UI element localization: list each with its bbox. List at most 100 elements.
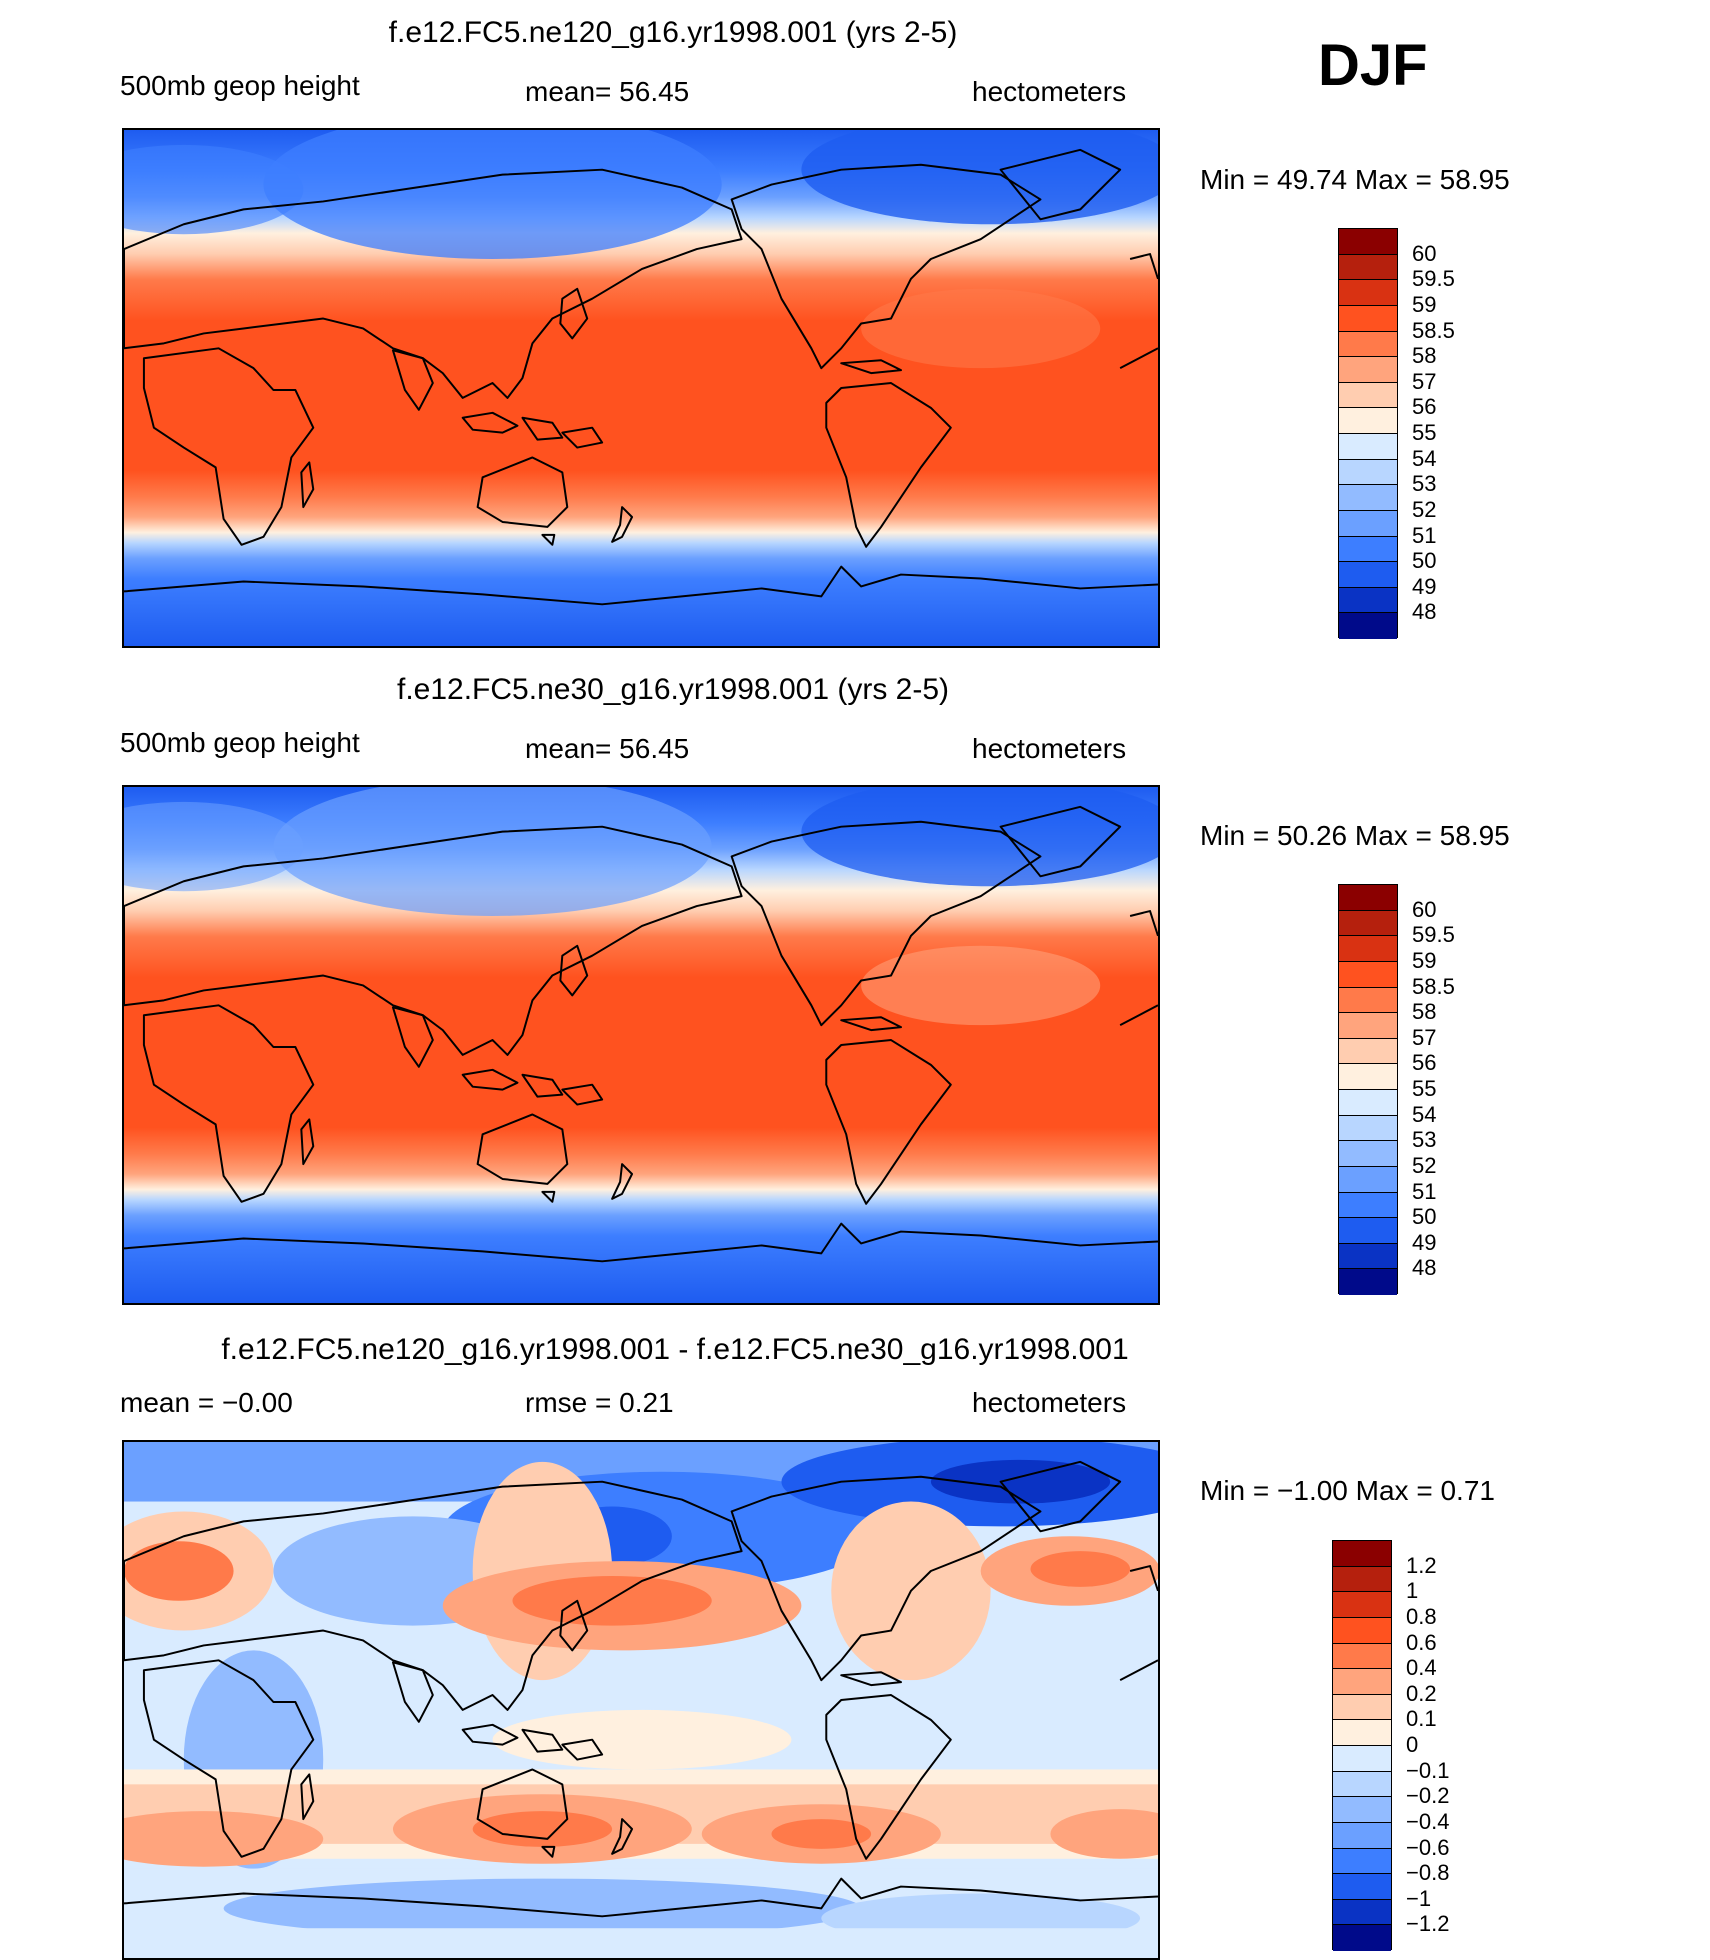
colorbar-tick-label: 1 (1406, 1578, 1419, 1604)
panel-1-map (122, 128, 1160, 648)
colorbar-swatch (1339, 459, 1397, 486)
colorbar-swatch (1333, 1694, 1391, 1721)
panel-1-units-label: hectometers (972, 76, 1127, 107)
colorbar-swatch (1339, 280, 1397, 306)
panel-2-variable-label: 500mb geop height (120, 727, 360, 758)
colorbar-tick-label: 57 (1412, 368, 1437, 394)
colorbar-swatch (1333, 1643, 1391, 1670)
colorbar-tick-label: 58.5 (1412, 973, 1455, 999)
colorbar-swatch (1333, 1771, 1391, 1798)
panel-2-map-graphic (124, 787, 1158, 1303)
panel-3-units-label: hectometers (972, 1387, 1127, 1418)
colorbar-tick-label: 59 (1412, 291, 1437, 317)
colorbar-swatch (1339, 382, 1397, 409)
colorbar-tick-label: 48 (1412, 1255, 1437, 1281)
colorbar-swatch (1333, 1541, 1391, 1567)
colorbar-swatch (1339, 910, 1397, 937)
colorbar-tick-label: 57 (1412, 1024, 1437, 1050)
colorbar-tick-label: 52 (1412, 496, 1437, 522)
panel-3-mean-label: mean = −0.00 (120, 1387, 293, 1418)
colorbar-swatch (1339, 613, 1397, 639)
colorbar-tick-label: 56 (1412, 394, 1437, 420)
colorbar-tick-label: 0 (1406, 1732, 1419, 1757)
colorbar-tick-label: 60 (1412, 240, 1437, 266)
colorbar-tick-label: 0.6 (1406, 1629, 1437, 1655)
panel-3-rmse-label: rmse = 0.21 (525, 1387, 674, 1418)
colorbar-swatch (1339, 305, 1397, 332)
colorbar-tick-label: 49 (1412, 1229, 1437, 1255)
colorbar-swatch (1339, 1064, 1397, 1090)
panel-1-map-graphic (124, 130, 1158, 646)
colorbar-tick-label: 52 (1412, 1152, 1437, 1178)
colorbar-tick-label: 56 (1412, 1050, 1437, 1076)
colorbar-swatch (1339, 254, 1397, 281)
colorbar-swatch (1339, 1115, 1397, 1142)
panel-3-title: f.e12.FC5.ne120_g16.yr1998.001 - f.e12.F… (221, 1333, 1129, 1366)
colorbar-swatch (1339, 1243, 1397, 1270)
colorbar-swatch (1339, 1038, 1397, 1065)
panel-2-colorbar (1338, 884, 1398, 1295)
colorbar-tick-label: −1.2 (1406, 1911, 1450, 1937)
colorbar-swatch (1339, 1141, 1397, 1167)
colorbar-tick-label: 49 (1412, 573, 1437, 599)
colorbar-swatch (1339, 510, 1397, 537)
colorbar-tick-label: 59 (1412, 947, 1437, 973)
colorbar-swatch (1333, 1899, 1391, 1926)
colorbar-tick-label: 58 (1412, 999, 1437, 1025)
panel-3-map-graphic (124, 1442, 1158, 1958)
colorbar-swatch (1333, 1617, 1391, 1644)
panel-3-min-max: Min = −1.00 Max = 0.71 (1200, 1475, 1495, 1506)
colorbar-tick-label: 50 (1412, 1204, 1437, 1230)
panel-3-colorbar (1332, 1540, 1392, 1951)
panel-1-variable-label: 500mb geop height (120, 70, 360, 101)
colorbar-swatch (1339, 331, 1397, 358)
colorbar-swatch (1339, 408, 1397, 434)
colorbar-swatch (1339, 357, 1397, 383)
colorbar-swatch (1339, 1013, 1397, 1039)
colorbar-swatch (1339, 536, 1397, 563)
colorbar-swatch (1339, 562, 1397, 588)
colorbar-swatch (1333, 1669, 1391, 1695)
colorbar-tick-label: 48 (1412, 599, 1437, 625)
colorbar-tick-label: 0.4 (1406, 1655, 1437, 1681)
colorbar-swatch (1339, 1192, 1397, 1219)
colorbar-swatch (1333, 1822, 1391, 1849)
colorbar-tick-label: −0.8 (1406, 1860, 1450, 1886)
colorbar-tick-label: 54 (1412, 445, 1437, 471)
colorbar-tick-label: −0.1 (1406, 1757, 1450, 1783)
colorbar-tick-label: 53 (1412, 471, 1437, 497)
colorbar-swatch (1333, 1566, 1391, 1593)
panel-1-min-max: Min = 49.74 Max = 58.95 (1200, 164, 1510, 195)
panel-2-title: f.e12.FC5.ne30_g16.yr1998.001 (yrs 2-5) (397, 673, 949, 706)
colorbar-swatch (1339, 936, 1397, 962)
panel-2-min-max: Min = 50.26 Max = 58.95 (1200, 820, 1510, 851)
panel-2-units-label: hectometers (972, 733, 1127, 764)
colorbar-tick-label: 59.5 (1412, 922, 1455, 948)
colorbar-tick-label: −0.2 (1406, 1783, 1450, 1809)
colorbar-swatch (1339, 1166, 1397, 1193)
colorbar-tick-label: 50 (1412, 548, 1437, 574)
season-label: DJF (1318, 33, 1428, 98)
panel-3-map (122, 1440, 1160, 1960)
colorbar-tick-label: 51 (1412, 1178, 1437, 1204)
colorbar-swatch (1339, 1269, 1397, 1295)
panel-1-colorbar (1338, 228, 1398, 639)
colorbar-swatch (1339, 1090, 1397, 1116)
colorbar-tick-label: 58 (1412, 343, 1437, 369)
colorbar-swatch (1339, 1218, 1397, 1244)
colorbar-tick-label: 58.5 (1412, 317, 1455, 343)
colorbar-swatch (1333, 1848, 1391, 1875)
colorbar-swatch (1333, 1797, 1391, 1823)
colorbar-swatch (1339, 885, 1397, 911)
colorbar-tick-label: 51 (1412, 522, 1437, 548)
panel-1-mean-label: mean= 56.45 (525, 76, 690, 107)
colorbar-tick-label: −1 (1406, 1885, 1432, 1911)
colorbar-tick-label: 1.2 (1406, 1552, 1437, 1578)
colorbar-tick-label: −0.6 (1406, 1834, 1450, 1860)
colorbar-tick-label: 55 (1412, 1076, 1437, 1101)
colorbar-swatch (1339, 987, 1397, 1014)
panel-1-title: f.e12.FC5.ne120_g16.yr1998.001 (yrs 2-5) (388, 16, 958, 49)
colorbar-swatch (1339, 587, 1397, 614)
colorbar-tick-label: 0.1 (1406, 1706, 1437, 1732)
colorbar-tick-label: 55 (1412, 420, 1437, 445)
